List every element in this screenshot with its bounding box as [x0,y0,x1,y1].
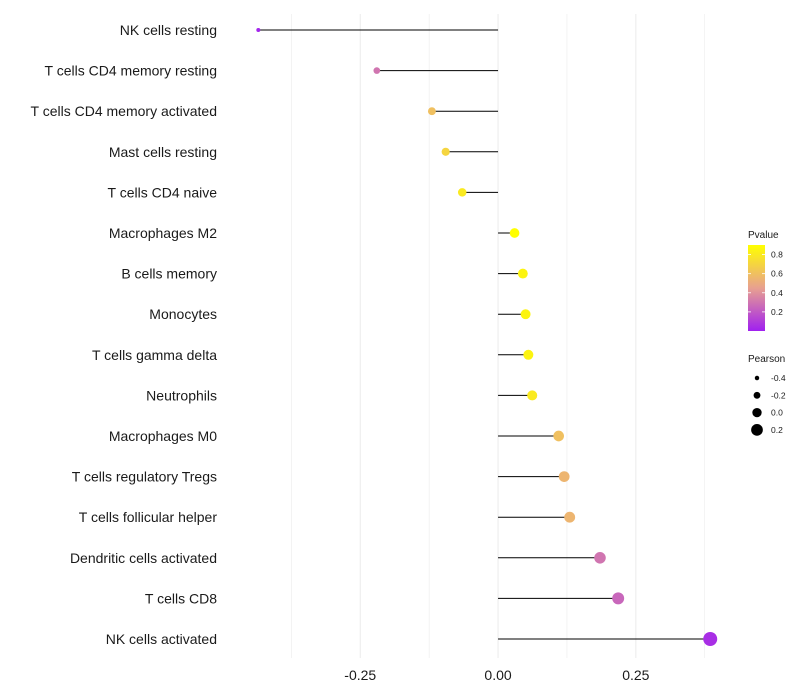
data-point [509,228,520,238]
data-point [612,592,625,605]
size-legend-point [752,407,762,418]
pearson-legend-label: -0.4 [771,373,786,383]
category-label: Mast cells resting [109,144,217,160]
legends: Pvalue 0.8 0.6 0.4 0.2 Pearson -0.4 -0.2 0.0 0.2 [748,230,786,436]
x-tick-label: 0.00 [484,667,511,683]
category-label: NK cells resting [120,22,217,38]
data-point [553,430,564,442]
data-point [594,552,606,564]
category-label: NK cells activated [106,631,217,647]
data-point [520,309,531,320]
points [256,28,718,646]
pvalue-legend-title: Pvalue [748,230,779,241]
category-labels: NK cells resting T cells CD4 memory resti… [31,22,218,647]
pearson-legend-label: 0.2 [771,425,783,435]
data-point [457,188,467,197]
data-point [564,511,576,523]
grid-layer [291,14,706,658]
category-label: T cells gamma delta [92,347,217,363]
data-point [558,471,570,482]
data-point [441,147,450,156]
stems [258,29,711,640]
size-legend-point [754,375,760,381]
data-point [427,107,436,116]
pearson-legend-label: -0.2 [771,390,786,400]
pvalue-legend-label: 0.6 [771,269,783,279]
category-label: T cells CD4 memory activated [31,103,217,119]
pvalue-legend-label: 0.4 [771,288,783,298]
pearson-legend-label: 0.0 [771,408,783,418]
pvalue-legend-label: 0.8 [771,250,783,260]
category-label: Macrophages M2 [109,225,217,241]
data-point [523,349,534,360]
category-label: Dendritic cells activated [70,550,217,566]
category-label: Macrophages M0 [109,428,217,444]
category-label: T cells CD8 [145,590,217,606]
category-label: B cells memory [121,266,217,282]
category-label: T cells follicular helper [79,509,218,525]
category-label: T cells CD4 naive [108,184,218,200]
category-label: T cells CD4 memory resting [45,63,217,79]
data-point [703,632,718,646]
x-axis-ticks: -0.25 0.00 0.25 [344,667,649,683]
pvalue-legend-label: 0.2 [771,307,783,317]
data-point [256,28,261,32]
data-point [517,268,528,279]
x-tick-label: -0.25 [344,667,376,683]
category-label: T cells regulatory Tregs [72,469,217,485]
pvalue-colorbar [748,245,765,331]
size-legend-point [751,424,763,436]
category-label: Neutrophils [146,387,217,403]
size-legend-point [753,391,761,399]
category-label: Monocytes [149,306,217,322]
data-point [373,67,381,74]
pearson-legend-title: Pearson [748,354,785,365]
data-point [527,390,538,401]
x-tick-label: 0.25 [622,667,649,683]
